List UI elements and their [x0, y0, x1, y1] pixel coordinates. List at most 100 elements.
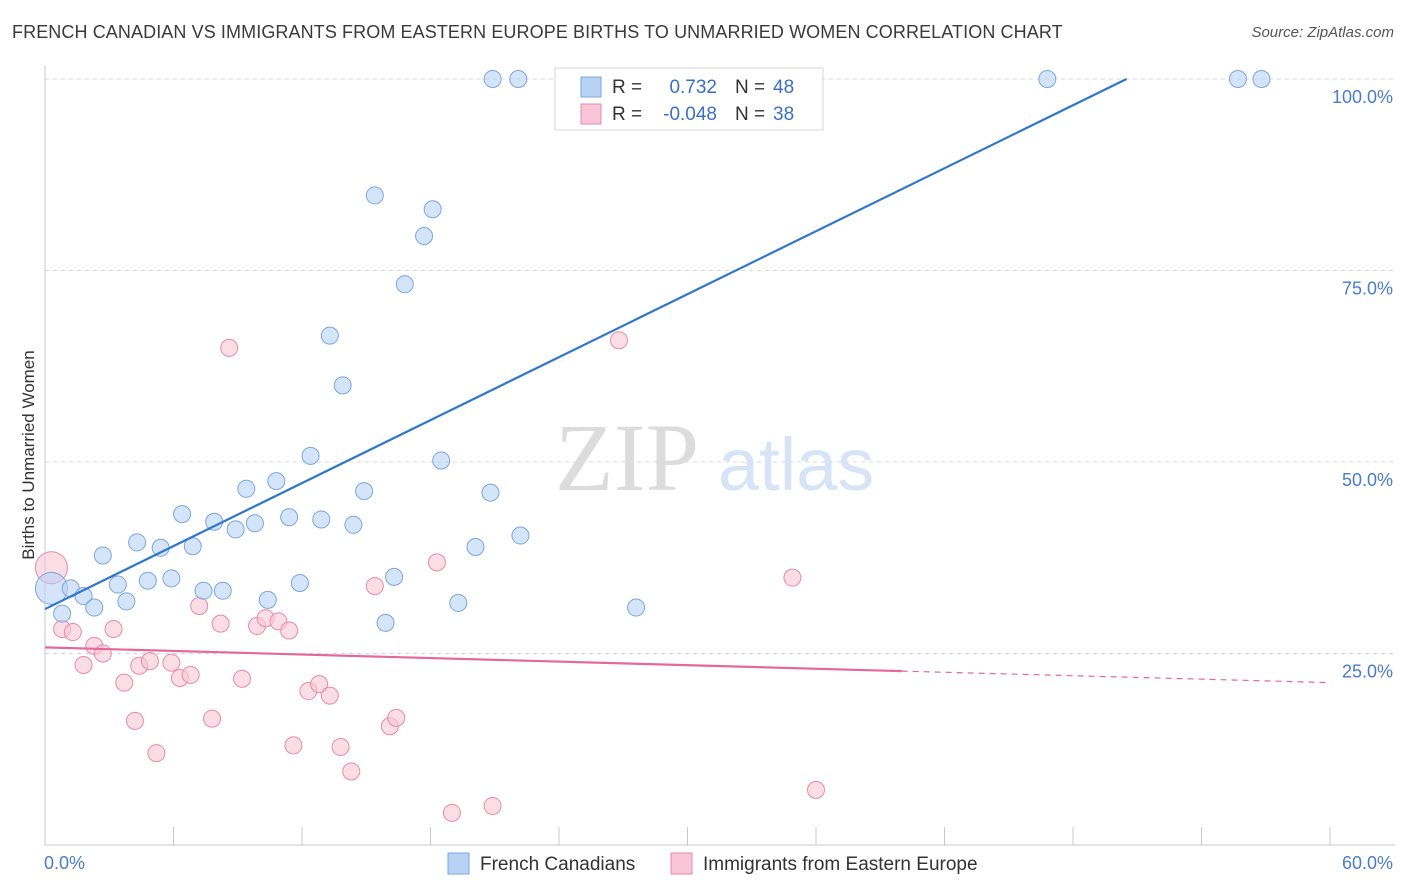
- y-tick-label-3: 100.0%: [1332, 87, 1393, 107]
- point-blue-42: [511, 526, 530, 545]
- point-blue-7: [117, 592, 136, 611]
- point-blue-37: [449, 593, 468, 612]
- y-axis-label: Births to Unmarried Women: [19, 350, 38, 559]
- series-legend-swatch-pink: [670, 852, 693, 875]
- point-pink-27: [320, 686, 339, 705]
- point-blue-24: [301, 446, 320, 465]
- point-pink-16: [203, 709, 222, 728]
- point-pink-23: [280, 621, 299, 640]
- point-pink-7: [115, 673, 134, 692]
- point-blue-8: [128, 533, 147, 552]
- series-legend-swatch-blue: [447, 852, 470, 875]
- trend-lines: [44, 78, 1331, 684]
- point-blue-18: [237, 479, 256, 498]
- point-blue-29: [355, 482, 374, 501]
- y-tick-label-0: 25.0%: [1342, 662, 1393, 682]
- point-blue-27: [333, 376, 352, 395]
- point-pink-26: [310, 675, 329, 694]
- point-blue-28: [344, 515, 363, 534]
- watermark-zip: ZIP: [555, 404, 699, 511]
- grid-lines: [45, 78, 1395, 654]
- point-pink-12: [162, 653, 181, 672]
- point-blue-17: [226, 520, 245, 539]
- tick-labels: 25.0% 50.0% 75.0% 100.0% 0.0% 60.0%: [44, 87, 1393, 873]
- point-blue-14: [194, 581, 213, 600]
- point-blue-32: [385, 567, 404, 586]
- point-blue-46: [1228, 70, 1247, 88]
- point-blue-10: [151, 538, 170, 557]
- point-blue-6: [108, 575, 127, 594]
- legend-swatch-pink: [580, 103, 602, 125]
- point-pink-11: [147, 744, 166, 763]
- point-blue-22: [280, 508, 299, 527]
- point-blue-5: [93, 546, 112, 565]
- series-eastern-europe-points: [34, 331, 825, 822]
- correlation-legend: R = 0.732 N = 48 R = -0.048 N = 38: [554, 67, 824, 131]
- legend-r-label-blue: R =: [612, 77, 642, 98]
- point-blue-21: [267, 472, 286, 491]
- point-pink-36: [609, 331, 628, 350]
- legend-n-label-pink: N =: [735, 104, 765, 125]
- point-pink-24: [284, 736, 303, 755]
- point-pink-8: [125, 711, 144, 730]
- y-tick-label-1: 50.0%: [1342, 470, 1393, 490]
- point-blue-30: [365, 186, 384, 205]
- trend-line-pink-extension: [901, 670, 1331, 684]
- point-blue-40: [483, 70, 502, 88]
- point-pink-6: [104, 619, 123, 638]
- legend-r-value-blue: 0.732: [669, 77, 717, 98]
- series-legend: French Canadians Immigrants from Eastern…: [447, 852, 978, 875]
- point-blue-15: [205, 512, 224, 531]
- point-blue-38: [466, 538, 485, 557]
- point-blue-31: [376, 613, 395, 632]
- point-blue-25: [312, 510, 331, 529]
- axes: [44, 66, 1395, 846]
- point-pink-34: [442, 803, 461, 822]
- y-tick-label-2: 75.0%: [1342, 279, 1393, 299]
- point-blue-12: [173, 505, 192, 524]
- point-pink-33: [427, 553, 446, 572]
- point-blue-23: [290, 574, 309, 593]
- point-blue-47: [1252, 70, 1271, 88]
- point-pink-37: [783, 568, 802, 587]
- series-legend-label-blue: French Canadians: [480, 854, 635, 875]
- point-pink-18: [220, 338, 239, 357]
- watermark-atlas: atlas: [718, 423, 874, 506]
- x-tick-label-0: 0.0%: [44, 853, 85, 873]
- legend-n-value-pink: 38: [773, 104, 794, 125]
- point-blue-33: [395, 275, 414, 294]
- point-blue-36: [432, 451, 451, 470]
- point-blue-11: [162, 569, 181, 588]
- series-legend-label-pink: Immigrants from Eastern Europe: [703, 854, 978, 875]
- point-pink-15: [190, 597, 209, 616]
- point-pink-10: [140, 652, 159, 671]
- point-blue-9: [138, 571, 157, 590]
- point-blue-41: [509, 70, 528, 88]
- point-blue-34: [415, 227, 434, 246]
- point-blue-35: [423, 200, 442, 219]
- point-blue-20: [258, 590, 277, 609]
- point-pink-32: [387, 708, 406, 727]
- point-pink-19: [233, 669, 252, 688]
- legend-swatch-blue: [580, 76, 602, 98]
- legend-n-label-blue: N =: [735, 77, 765, 98]
- point-pink-35: [483, 796, 502, 815]
- source-label: Source: ZipAtlas.com: [1251, 24, 1394, 41]
- point-pink-17: [211, 614, 230, 633]
- point-blue-16: [213, 581, 232, 600]
- trend-line-pink: [44, 646, 902, 673]
- point-blue-43: [627, 598, 646, 617]
- trend-line-blue: [44, 78, 1128, 611]
- point-pink-5: [93, 644, 112, 663]
- point-blue-26: [320, 326, 339, 345]
- point-pink-30: [365, 577, 384, 596]
- point-pink-28: [331, 737, 350, 756]
- point-pink-14: [181, 665, 200, 684]
- legend-n-value-blue: 48: [773, 77, 794, 98]
- point-pink-38: [807, 780, 825, 799]
- point-blue-45: [1038, 70, 1057, 88]
- point-pink-29: [342, 762, 361, 781]
- legend-r-label-pink: R =: [612, 104, 642, 125]
- legend-r-value-pink: -0.048: [663, 104, 717, 125]
